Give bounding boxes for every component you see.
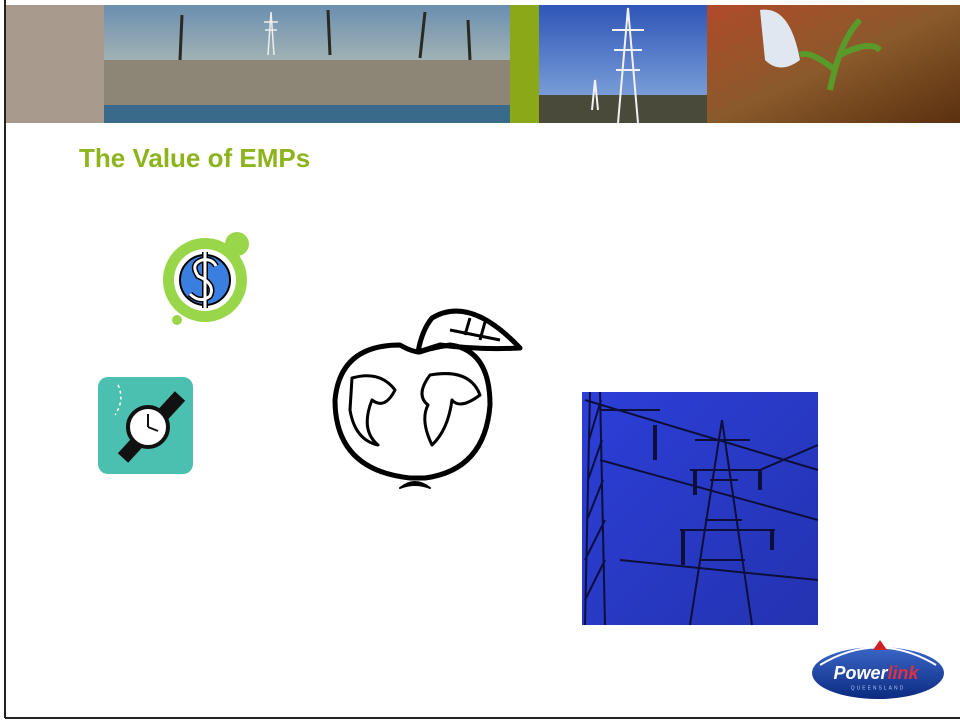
banner-accent bbox=[510, 5, 539, 123]
logo-wordmark: Powerlink bbox=[833, 663, 919, 683]
banner-ground bbox=[104, 60, 510, 105]
banner-panel bbox=[6, 5, 104, 123]
logo-brand-part: link bbox=[888, 663, 920, 683]
banner-ground bbox=[539, 95, 707, 123]
page: The Value of EMPs bbox=[0, 0, 960, 720]
logo-brand-part: Power bbox=[833, 663, 888, 683]
pylon-photo bbox=[582, 392, 818, 625]
slide-title: The Value of EMPs bbox=[79, 143, 310, 173]
logo-subtitle: QUEENSLAND bbox=[851, 685, 905, 691]
watch-icon bbox=[98, 377, 193, 474]
banner bbox=[6, 5, 960, 123]
slide: The Value of EMPs bbox=[0, 0, 960, 720]
banner-water bbox=[104, 105, 510, 123]
